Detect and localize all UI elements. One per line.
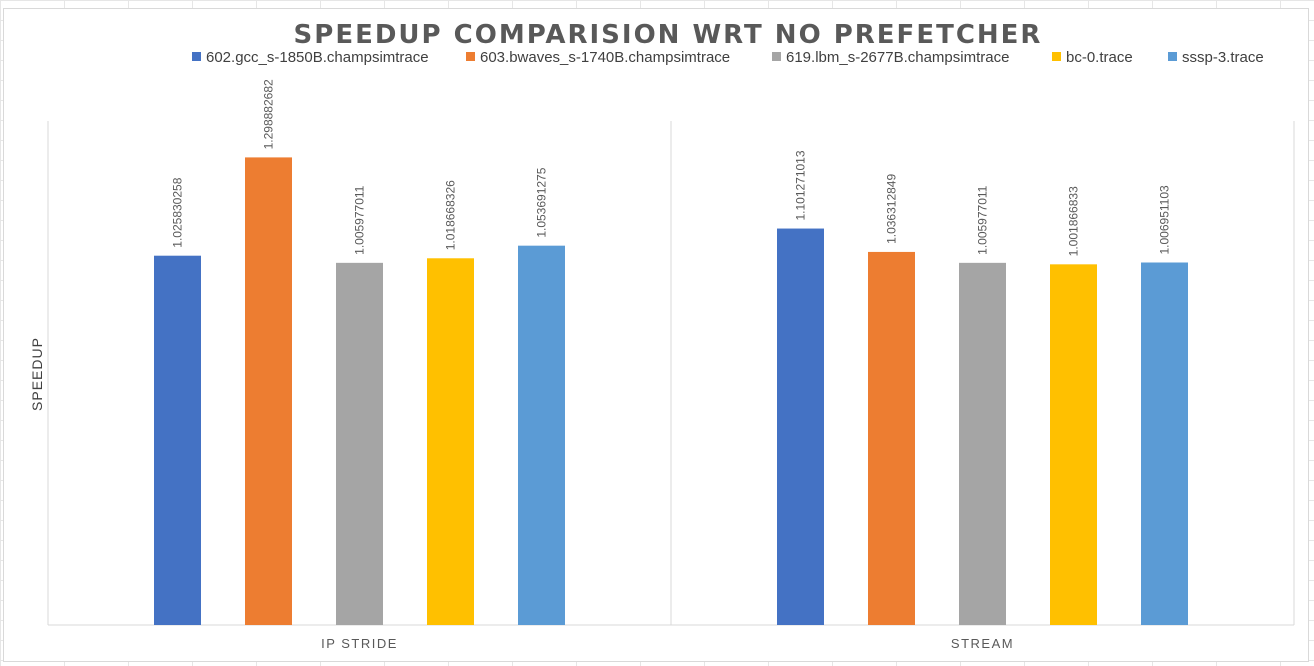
legend-label: bc-0.trace bbox=[1066, 49, 1133, 66]
bar-2-2[interactable] bbox=[868, 251, 915, 625]
bar-1-3[interactable] bbox=[336, 262, 383, 625]
legend-label: 603.bwaves_s-1740B.champsimtrace bbox=[480, 49, 730, 66]
legend-swatch bbox=[192, 52, 201, 61]
data-label: 1.001866833 bbox=[1067, 186, 1081, 256]
bar-1-5[interactable] bbox=[518, 245, 565, 625]
data-label: 1.006951103 bbox=[1158, 185, 1172, 255]
plot-area: 1.025830258 1.298882682 1.005977011 1.01866… bbox=[47, 79, 1295, 651]
data-label: 1.036312849 bbox=[885, 174, 899, 244]
category-label: IP STRIDE bbox=[321, 636, 398, 651]
category-label: STREAM bbox=[951, 636, 1014, 651]
legend-label: sssp-3.trace bbox=[1182, 49, 1264, 66]
legend-label: 619.lbm_s-2677B.champsimtrace bbox=[786, 49, 1009, 66]
legend-label: 602.gcc_s-1850B.champsimtrace bbox=[206, 49, 429, 66]
legend-swatch bbox=[466, 52, 475, 61]
legend-item-5[interactable]: sssp-3.trace bbox=[1168, 49, 1264, 66]
data-label: 1.053691275 bbox=[535, 167, 549, 237]
data-label: 1.298882682 bbox=[262, 79, 276, 149]
legend-swatch bbox=[772, 52, 781, 61]
chart-area[interactable]: SPEEDUP COMPARISION WRT NO PREFETCHER 60… bbox=[3, 8, 1309, 662]
chart-title: SPEEDUP COMPARISION WRT NO PREFETCHER bbox=[294, 20, 1043, 50]
data-label: 1.018668326 bbox=[444, 180, 458, 250]
bar-2-5[interactable] bbox=[1141, 262, 1188, 625]
legend-swatch bbox=[1052, 52, 1061, 61]
data-label: 1.025830258 bbox=[171, 177, 185, 247]
bar-2-4[interactable] bbox=[1050, 264, 1097, 625]
bar-1-2[interactable] bbox=[245, 157, 292, 626]
bar-1-4[interactable] bbox=[427, 258, 474, 625]
legend-item-4[interactable]: bc-0.trace bbox=[1052, 49, 1133, 66]
y-axis-title: SPEEDUP bbox=[29, 337, 45, 411]
legend-item-1[interactable]: 602.gcc_s-1850B.champsimtrace bbox=[192, 49, 429, 66]
data-label: 1.005977011 bbox=[353, 185, 367, 255]
data-label: 1.101271013 bbox=[794, 150, 808, 220]
bar-1-1[interactable] bbox=[154, 255, 201, 625]
legend-item-3[interactable]: 619.lbm_s-2677B.champsimtrace bbox=[772, 49, 1009, 66]
chart-svg: SPEEDUP COMPARISION WRT NO PREFETCHER 60… bbox=[29, 20, 1295, 651]
legend-swatch bbox=[1168, 52, 1177, 61]
legend[interactable]: 602.gcc_s-1850B.champsimtrace 603.bwaves_… bbox=[192, 49, 1264, 66]
legend-item-2[interactable]: 603.bwaves_s-1740B.champsimtrace bbox=[466, 49, 730, 66]
bar-2-1[interactable] bbox=[777, 228, 824, 626]
data-label: 1.005977011 bbox=[976, 185, 990, 255]
bar-2-3[interactable] bbox=[959, 262, 1006, 625]
